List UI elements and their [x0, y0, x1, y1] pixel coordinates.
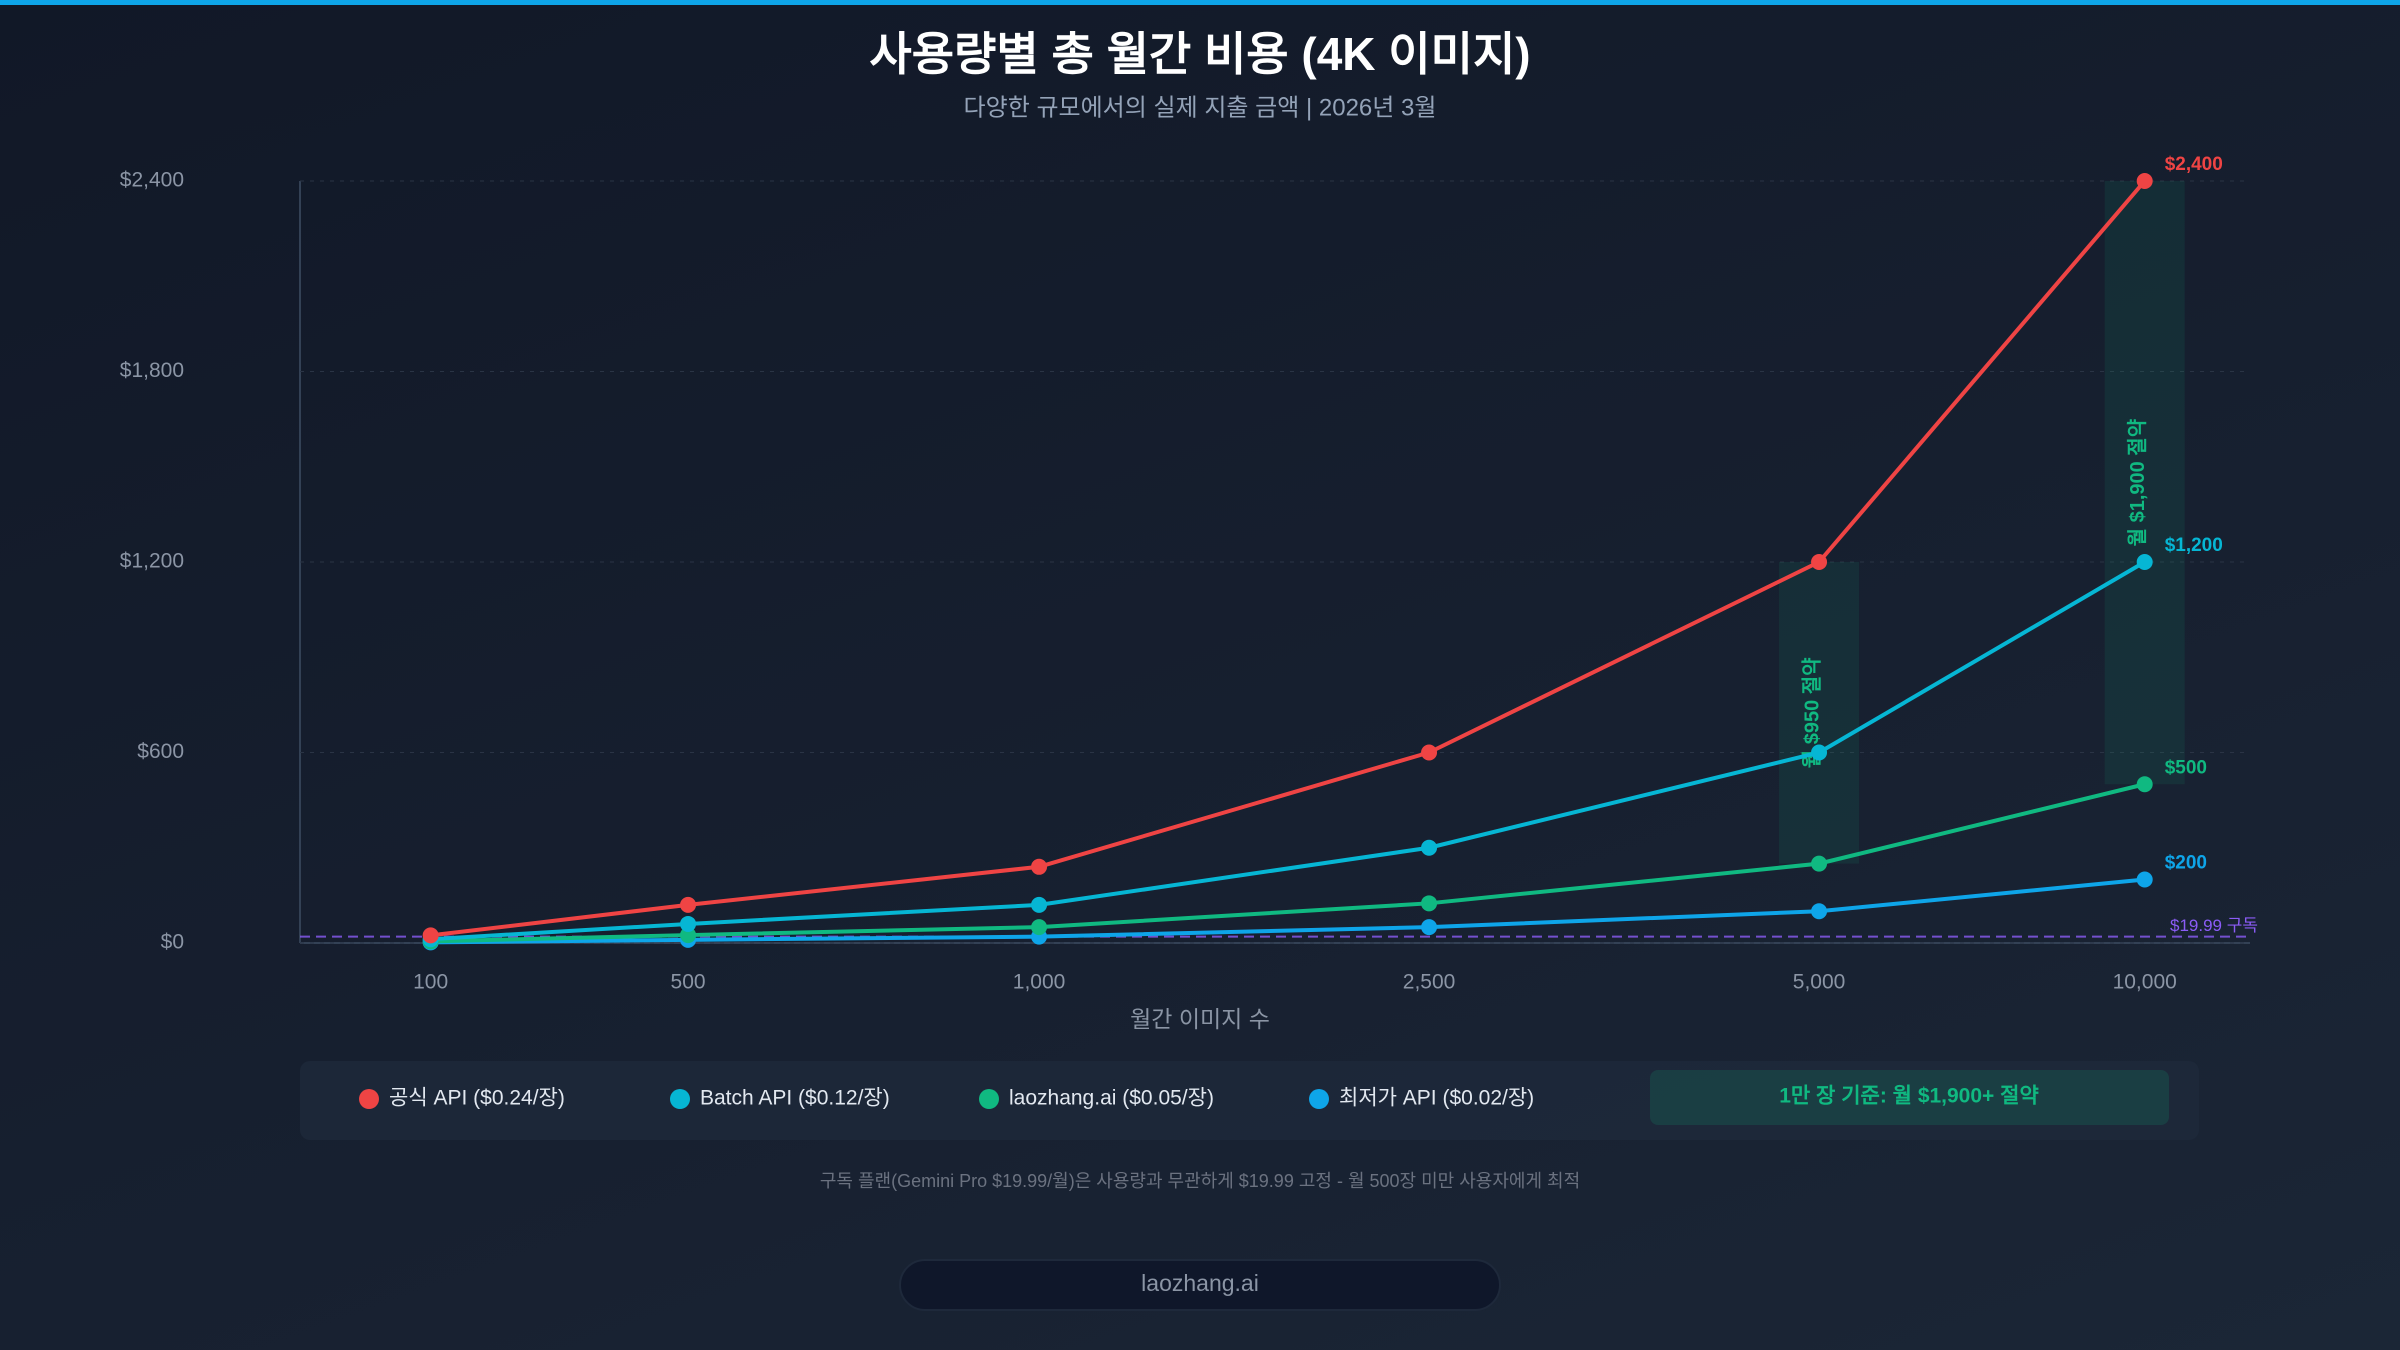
- highlight-box: [1650, 1070, 2169, 1125]
- legend-box: [300, 1061, 2199, 1140]
- data-point: [1811, 855, 1828, 872]
- y-tick-label: $1,200: [120, 550, 184, 573]
- savings-band: [2104, 181, 2185, 785]
- y-tick-label: $0: [161, 931, 184, 954]
- legend-label: Batch API ($0.12/장): [700, 1087, 890, 1110]
- data-point: [1811, 744, 1828, 761]
- footer-pill: [899, 1259, 1501, 1311]
- data-label: $500: [2165, 757, 2207, 778]
- data-point: [1031, 896, 1048, 913]
- chart-subtitle: 다양한 규모에서의 실제 지출 금액 | 2026년 3월: [964, 94, 1437, 121]
- x-tick-label: 2,500: [1403, 971, 1456, 994]
- data-point: [1421, 744, 1438, 761]
- data-point: [1421, 919, 1438, 936]
- legend-label: 최저가 API ($0.02/장): [1339, 1087, 1534, 1110]
- x-tick-label: 100: [413, 971, 448, 994]
- highlight-text: 1만 장 기준: 월 $1,900+ 절약: [1779, 1085, 2039, 1108]
- x-tick-label: 500: [671, 971, 706, 994]
- legend-marker: [670, 1089, 690, 1109]
- series-line: [430, 179, 2147, 938]
- footnote: 구독 플랜(Gemini Pro $19.99/월)은 사용량과 무관하게 $1…: [820, 1171, 1580, 1191]
- data-point: [680, 915, 697, 932]
- savings-band: [1779, 562, 1860, 864]
- chart-title: 사용량별 총 월간 비용 (4K 이미지): [869, 28, 1530, 80]
- data-point: [1421, 839, 1438, 856]
- data-point: [1031, 858, 1048, 875]
- data-point: [1421, 895, 1438, 912]
- y-tick-label: $2,400: [120, 169, 184, 192]
- savings-label: 월 $1,900 절약: [2126, 418, 2149, 546]
- data-point: [680, 927, 697, 944]
- x-tick-label: 5,000: [1793, 971, 1846, 994]
- x-tick-label: 10,000: [2113, 971, 2177, 994]
- legend-marker: [1309, 1089, 1329, 1109]
- data-point: [1811, 554, 1828, 570]
- data-label: $1,200: [2165, 535, 2223, 556]
- data-point: [2136, 871, 2153, 888]
- data-point: [1031, 919, 1048, 936]
- data-point: [422, 927, 439, 944]
- series-line: [430, 877, 2145, 945]
- data-point: [680, 896, 697, 913]
- top-bar: [0, 0, 2400, 5]
- data-label: $2,400: [2165, 154, 2223, 175]
- footer-text: laozhang.ai: [1141, 1270, 1259, 1296]
- series-line: [430, 560, 2146, 942]
- reference-label: $19.99 구독: [2170, 916, 2258, 935]
- legend-label: laozhang.ai ($0.05/장): [1009, 1087, 1214, 1110]
- legend-marker: [359, 1089, 379, 1109]
- data-label: $200: [2165, 853, 2207, 874]
- series-line: [430, 782, 2146, 944]
- y-tick-label: $1,800: [120, 359, 184, 382]
- x-tick-label: 1,000: [1013, 971, 1066, 994]
- data-point: [2136, 776, 2153, 793]
- data-point: [2136, 173, 2153, 189]
- x-axis-label: 월간 이미지 수: [1130, 1006, 1270, 1032]
- y-tick-label: $600: [137, 740, 184, 763]
- data-point: [1811, 903, 1828, 920]
- legend-label: 공식 API ($0.24/장): [389, 1087, 565, 1110]
- savings-label: 월 $950 절약: [1800, 657, 1823, 768]
- data-point: [2136, 554, 2153, 570]
- legend-marker: [979, 1089, 999, 1109]
